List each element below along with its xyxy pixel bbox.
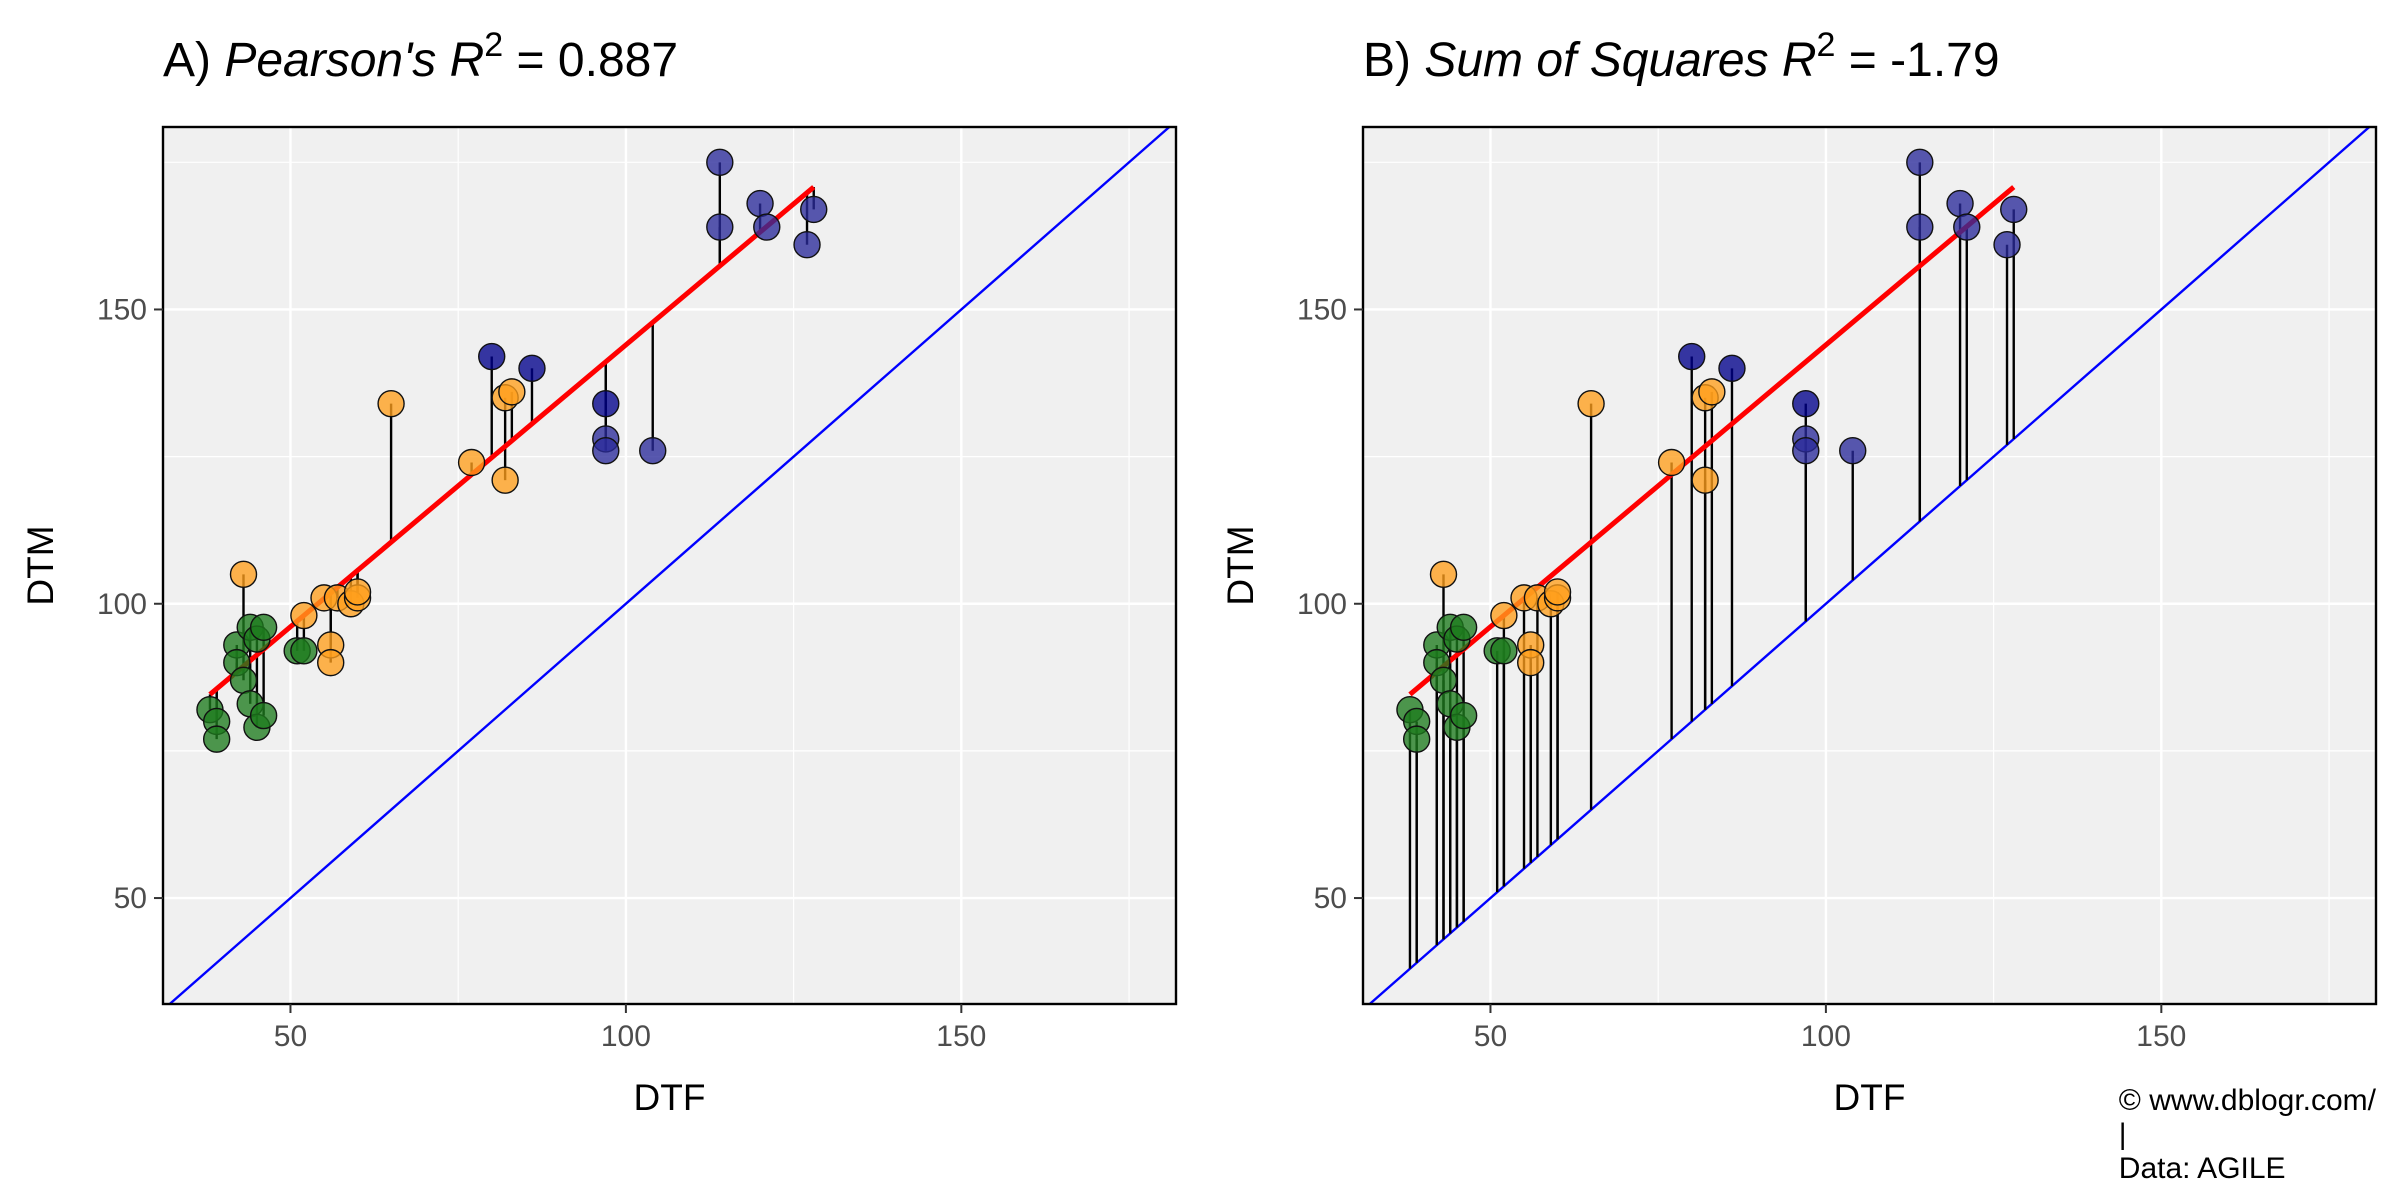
- data-point: [491, 466, 519, 494]
- data-point: [229, 666, 258, 694]
- data-point: [1839, 437, 1867, 465]
- y-tick-label: 50: [1314, 882, 1347, 915]
- data-point: [1449, 613, 1478, 642]
- data-point: [478, 342, 506, 371]
- x-tick-label: 50: [274, 1020, 307, 1053]
- title-value: = 0.887: [503, 34, 678, 87]
- panel-a: 50 100 150 50 100 150 DTF DTM A) Pearson's R2 = …: [20, 26, 1178, 1118]
- panel-border: [1361, 125, 2378, 1006]
- identity-line: [1368, 127, 2371, 1004]
- panel-b: 50 100 150 50 100 150 DTF DTM B) Sum of Squares …: [1220, 26, 2378, 1118]
- data-point: [229, 560, 258, 589]
- y-tick-label: 100: [97, 588, 147, 621]
- data-point: [1946, 189, 1974, 218]
- identity-line: [168, 127, 1171, 1004]
- y-tick-label: 50: [114, 882, 147, 915]
- panel-border: [161, 125, 1178, 1006]
- data-point: [1657, 448, 1686, 477]
- data-point: [1792, 437, 1820, 465]
- title-italic: Pearson's R: [224, 34, 484, 87]
- x-axis-label: DTF: [634, 1077, 706, 1118]
- y-tick-label: 150: [1297, 293, 1347, 326]
- data-point: [639, 437, 667, 465]
- caption-copyright: © www.dblogr.com/: [2118, 1084, 2376, 1117]
- title-superscript: 2: [484, 26, 503, 64]
- data-point: [518, 354, 546, 383]
- chart-title: B) Sum of Squares R2 = -1.79: [1363, 26, 2000, 87]
- data-point: [592, 437, 620, 465]
- data-point: [706, 148, 734, 177]
- data-point: [1429, 560, 1458, 589]
- data-point: [1490, 601, 1518, 630]
- chart-title: A) Pearson's R2 = 0.887: [163, 26, 678, 87]
- y-axis-label: DTM: [20, 525, 61, 605]
- data-point: [2000, 195, 2028, 224]
- data-point: [1577, 389, 1605, 418]
- data-point: [202, 725, 231, 753]
- title-prefix: A): [163, 34, 224, 87]
- data-point: [1691, 466, 1719, 494]
- data-point: [746, 189, 774, 218]
- x-tick-label: 100: [1801, 1020, 1851, 1053]
- x-tick-label: 150: [2136, 1020, 2186, 1053]
- data-point: [1906, 148, 1934, 177]
- y-tick-label: 100: [1297, 588, 1347, 621]
- title-italic: Sum of Squares R: [1424, 34, 1816, 87]
- data-point: [1490, 637, 1518, 665]
- data-point: [1678, 342, 1706, 371]
- data-point: [753, 213, 781, 241]
- data-point: [1698, 378, 1726, 406]
- x-tick-label: 150: [936, 1020, 986, 1053]
- x-tick-label: 50: [1474, 1020, 1507, 1053]
- data-point: [498, 378, 526, 406]
- data-point: [793, 231, 821, 259]
- data-point: [706, 213, 734, 241]
- data-point: [1402, 725, 1431, 753]
- plot-area: [1368, 127, 2371, 1004]
- data-point: [249, 613, 278, 642]
- data-point: [1718, 354, 1746, 383]
- data-point: [249, 701, 278, 730]
- y-axis-label: DTM: [1220, 525, 1261, 605]
- data-point: [1517, 648, 1545, 677]
- data-point: [317, 648, 345, 677]
- caption-separator: |: [2118, 1118, 2127, 1151]
- data-point: [290, 637, 318, 665]
- y-tick-label: 150: [97, 293, 147, 326]
- data-point: [1906, 213, 1934, 241]
- data-point: [1543, 578, 1572, 606]
- caption-source: Data: AGILE: [2118, 1152, 2286, 1185]
- plot-area: [168, 127, 1171, 1004]
- data-point: [800, 195, 828, 224]
- title-value: = -1.79: [1835, 34, 1999, 87]
- data-point: [1953, 213, 1981, 241]
- data-point: [343, 578, 372, 606]
- title-superscript: 2: [1817, 26, 1836, 64]
- data-point: [592, 389, 620, 418]
- x-axis-label: DTF: [1834, 1077, 1906, 1118]
- figure-caption: © www.dblogr.com/ | Data: AGILE: [2102, 1050, 2376, 1186]
- data-point: [1792, 389, 1820, 418]
- data-point: [1449, 701, 1478, 730]
- data-point: [1993, 231, 2021, 259]
- title-prefix: B): [1363, 34, 1424, 87]
- data-point: [457, 448, 486, 477]
- data-point: [290, 601, 318, 630]
- data-point: [1429, 666, 1458, 694]
- x-tick-label: 100: [601, 1020, 651, 1053]
- data-point: [377, 389, 405, 418]
